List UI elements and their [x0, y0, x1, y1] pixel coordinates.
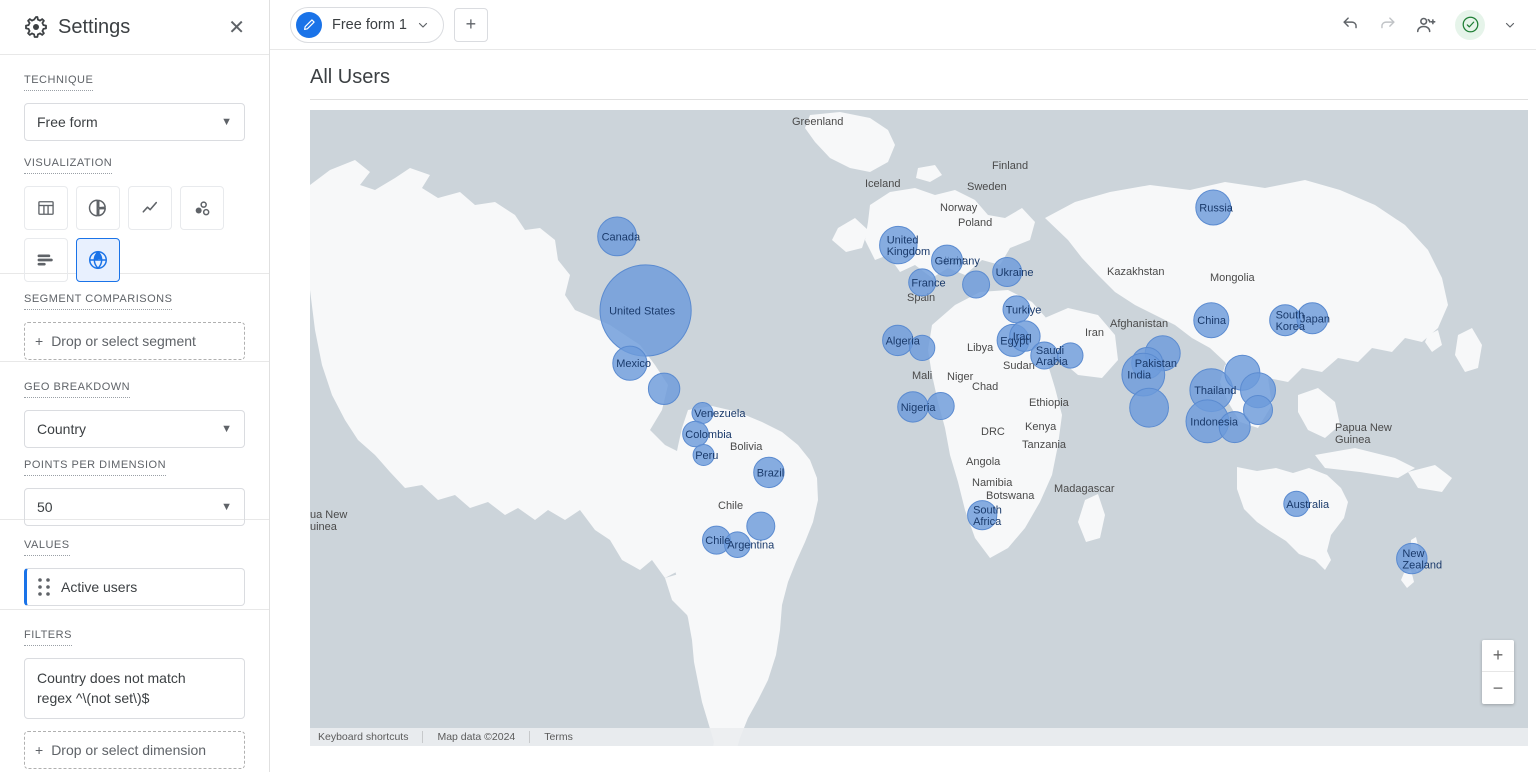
svg-text:India: India [1127, 370, 1152, 382]
svg-text:Colombia: Colombia [685, 429, 732, 441]
svg-text:Venezuela: Venezuela [694, 408, 746, 420]
svg-text:United States: United States [609, 306, 676, 318]
svg-text:Mexico: Mexico [616, 358, 651, 370]
svg-text:Thailand: Thailand [1194, 385, 1236, 397]
svg-text:South: South [973, 504, 1002, 516]
svg-text:Brazil: Brazil [757, 467, 785, 479]
svg-text:Iraq: Iraq [1013, 331, 1032, 343]
svg-text:Kingdom: Kingdom [887, 246, 930, 258]
svg-text:Zealand: Zealand [1402, 559, 1442, 571]
svg-text:Japan: Japan [1300, 313, 1330, 325]
svg-text:China: China [1197, 315, 1227, 327]
svg-text:France: France [911, 277, 945, 289]
svg-text:Africa: Africa [973, 516, 1002, 528]
svg-text:Nigeria: Nigeria [901, 402, 937, 414]
svg-text:Australia: Australia [1286, 499, 1330, 511]
svg-text:Russia: Russia [1199, 203, 1234, 215]
svg-text:United: United [887, 234, 919, 246]
svg-text:Argentina: Argentina [727, 540, 775, 552]
svg-text:Algeria: Algeria [886, 335, 921, 347]
svg-text:Saudi: Saudi [1036, 345, 1064, 357]
svg-text:Canada: Canada [602, 231, 641, 243]
svg-text:Germany: Germany [935, 256, 981, 268]
svg-text:New: New [1402, 548, 1424, 560]
svg-text:Arabia: Arabia [1036, 356, 1069, 368]
svg-text:Pakistan: Pakistan [1135, 358, 1177, 370]
svg-text:Indonesia: Indonesia [1190, 416, 1239, 428]
svg-text:Ukraine: Ukraine [996, 267, 1034, 279]
svg-text:Turkiye: Turkiye [1006, 304, 1042, 316]
svg-text:Peru: Peru [695, 450, 718, 462]
